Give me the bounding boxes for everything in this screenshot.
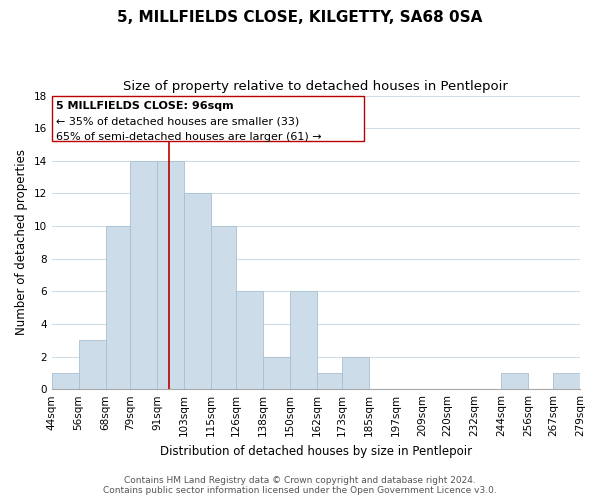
Title: Size of property relative to detached houses in Pentlepoir: Size of property relative to detached ho… bbox=[124, 80, 508, 93]
Y-axis label: Number of detached properties: Number of detached properties bbox=[15, 150, 28, 336]
FancyBboxPatch shape bbox=[52, 96, 364, 141]
Bar bbox=[79, 340, 106, 389]
Bar bbox=[290, 292, 317, 389]
Text: 5 MILLFIELDS CLOSE: 96sqm: 5 MILLFIELDS CLOSE: 96sqm bbox=[56, 102, 234, 112]
Bar bbox=[263, 356, 290, 389]
Bar bbox=[211, 226, 236, 389]
Bar bbox=[502, 373, 528, 389]
Text: Contains HM Land Registry data © Crown copyright and database right 2024.
Contai: Contains HM Land Registry data © Crown c… bbox=[103, 476, 497, 495]
Bar bbox=[317, 373, 341, 389]
Text: 5, MILLFIELDS CLOSE, KILGETTY, SA68 0SA: 5, MILLFIELDS CLOSE, KILGETTY, SA68 0SA bbox=[118, 10, 482, 25]
Bar bbox=[130, 161, 157, 389]
Bar bbox=[236, 292, 263, 389]
Text: 65% of semi-detached houses are larger (61) →: 65% of semi-detached houses are larger (… bbox=[56, 132, 322, 142]
Bar bbox=[106, 226, 130, 389]
Bar bbox=[341, 356, 368, 389]
Bar bbox=[184, 194, 211, 389]
Bar bbox=[553, 373, 580, 389]
Bar bbox=[52, 373, 79, 389]
Bar bbox=[157, 161, 184, 389]
Text: ← 35% of detached houses are smaller (33): ← 35% of detached houses are smaller (33… bbox=[56, 117, 299, 127]
X-axis label: Distribution of detached houses by size in Pentlepoir: Distribution of detached houses by size … bbox=[160, 444, 472, 458]
